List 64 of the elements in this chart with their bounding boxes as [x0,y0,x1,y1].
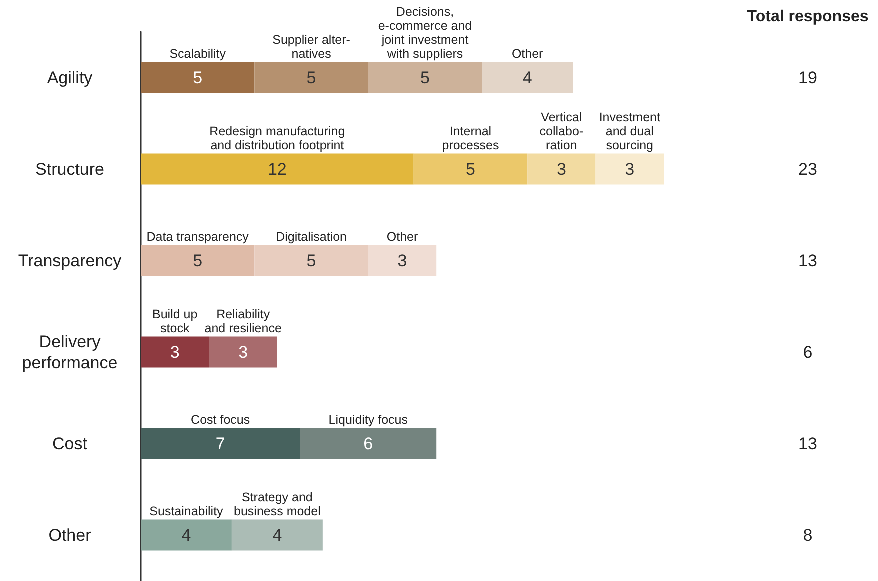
text: 23 [798,160,818,179]
data-label: 4 [522,68,532,88]
bar [368,245,437,276]
annotation: Reliability and resilience [204,307,282,336]
data-label: 7 [216,434,226,454]
data-label: 3 [170,342,180,362]
bar [209,336,278,368]
y-tick-label: Structure [36,160,104,179]
annotation: Vertical collabo- ration [540,110,584,152]
bar [300,428,437,460]
data-label: 5 [306,68,316,88]
bar [141,428,300,460]
bar [254,62,368,94]
data-label: 4 [272,526,282,545]
data-label: 5 [193,68,203,88]
bar [141,62,255,94]
data-label: 3 [625,160,635,179]
bar [141,154,414,185]
text: 6 [803,342,813,362]
data-label: 5 [420,68,430,88]
annotation: Sustainability [150,504,224,518]
annotation: Internal processes [442,124,500,152]
annotation: Other [512,46,544,61]
annotation: Investment and dual sourcing [599,110,661,152]
y-tick-label: Other [48,526,92,545]
y-tick-label: Cost [52,434,88,454]
y-tick-label: Transparency [18,251,122,270]
y-tick-label: Delivery performance [22,332,118,372]
data-label: 4 [182,526,192,545]
data-label: 6 [364,434,374,454]
text: 19 [798,68,818,88]
data-label: 12 [268,160,287,179]
annotation: Supplier alter- natives [272,32,350,61]
data-label: 5 [466,160,476,179]
data-label: 3 [556,160,566,179]
bar [482,62,574,94]
bar [414,154,528,185]
annotation: Strategy and business model [234,490,321,518]
annotation: Build up stock [152,307,198,336]
y-tick-label: Agility [47,68,94,88]
data-label: 3 [238,342,248,362]
annotation: Redesign manufacturing and distribution footprint [210,124,346,152]
data-label: 5 [306,251,316,270]
bar [141,520,232,551]
bar [232,520,323,551]
annotation: Data transparency [146,230,250,244]
bar [141,336,210,368]
bar [596,154,664,185]
bar [368,62,482,94]
annotation: Digitalisation [276,230,348,244]
data-label: 3 [398,251,408,270]
annotation: Scalability [170,46,227,61]
bar [141,245,255,276]
annotation: Cost focus [191,412,250,427]
annotation: Liquidity focus [328,412,408,427]
bar [254,245,368,276]
text: 8 [803,526,813,545]
data-label: 5 [193,251,203,270]
text: Total responses [747,8,869,26]
bar [528,154,596,185]
text: 13 [798,434,818,454]
annotation: Decisions, e-commerce and joint investment with suppliers [378,4,472,61]
annotation: Other [386,230,418,244]
text: 13 [798,251,818,270]
